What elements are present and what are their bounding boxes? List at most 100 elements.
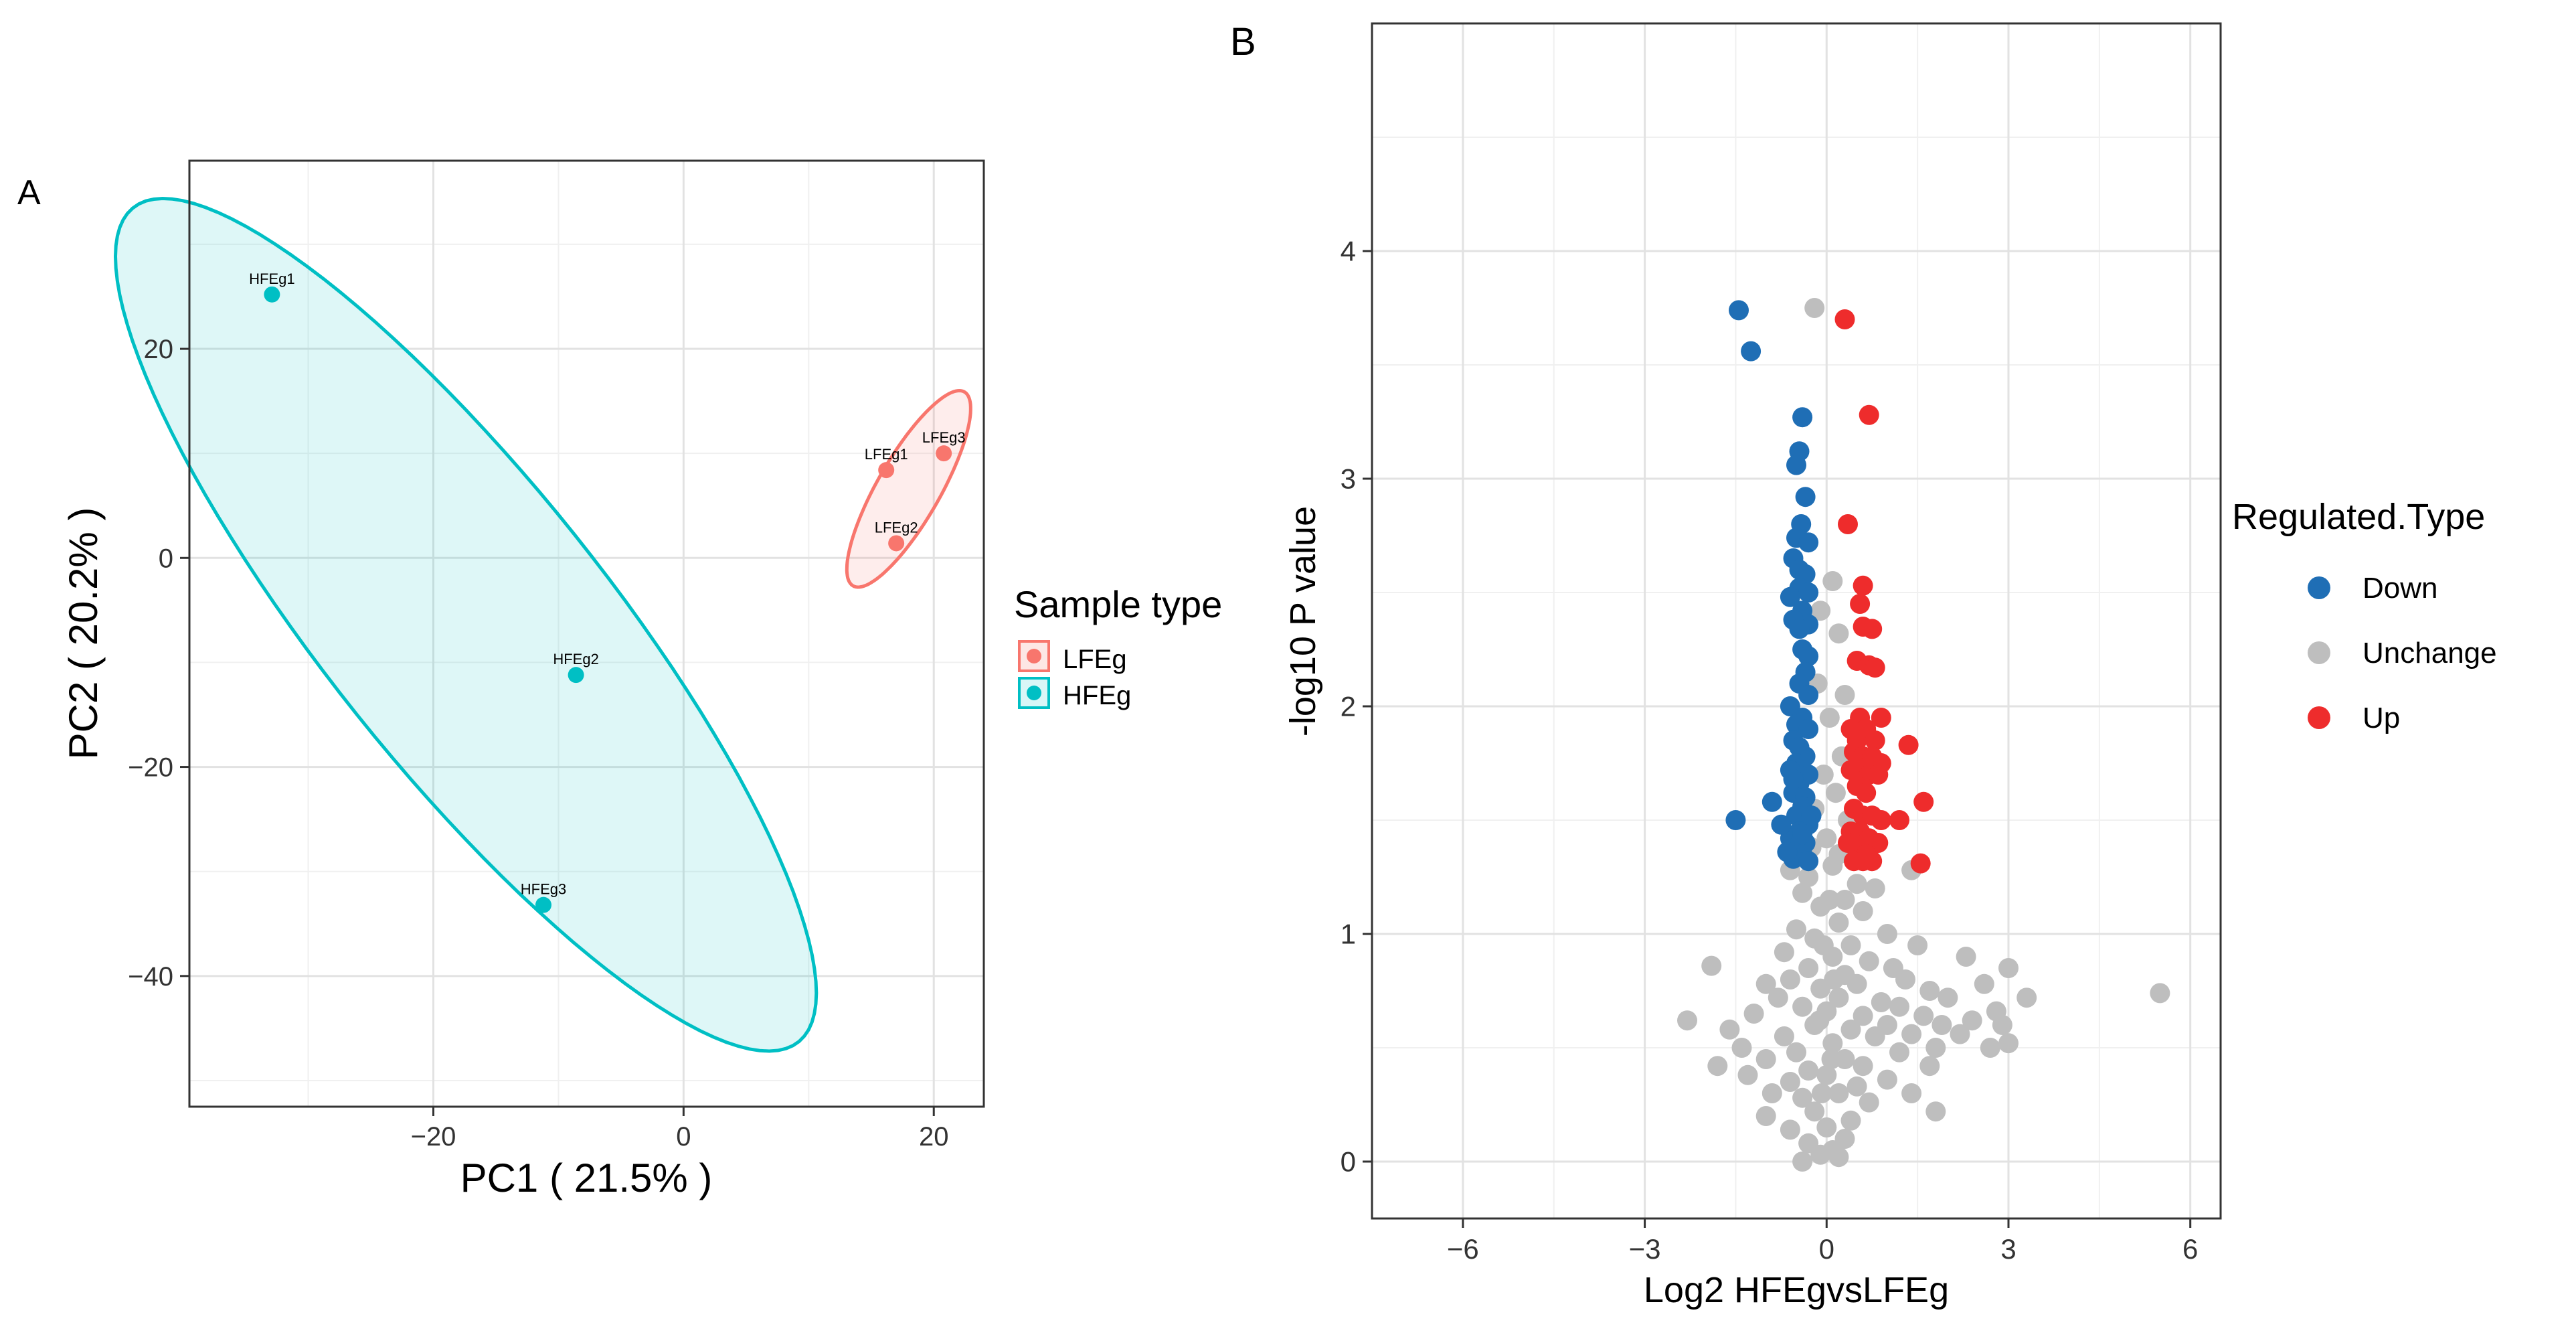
volcano-point-unchange [1956,947,1976,967]
volcano-point-down [1725,810,1746,830]
volcano-point-unchange [1774,1026,1794,1046]
pca-legend-label-lfeg: LFEg [1063,645,1127,674]
volcano-point-down [1780,586,1800,607]
volcano-point-unchange [1816,1117,1837,1137]
volcano-point-unchange [1859,1092,1879,1113]
volcano-point-unchange [1840,935,1861,955]
volcano-point-unchange [1731,1038,1752,1058]
volcano-point-unchange [1895,969,1915,990]
volcano-legend-item-unchange: Unchange [2308,637,2497,669]
volcano-point-unchange [1822,856,1843,876]
pca-point-lfeg1 [878,462,895,479]
volcano-point-unchange [1822,1033,1843,1054]
volcano-point-unchange [1792,1152,1813,1172]
volcano-point-down [1783,769,1804,789]
volcano-point-up [1868,765,1889,785]
volcano-legend-dot-down [2308,576,2330,599]
volcano-point-up [1838,514,1858,534]
volcano-point-unchange [1950,1024,1970,1044]
pca-point-hfeg2 [568,667,584,684]
volcano-point-unchange [1889,1042,1909,1062]
volcano-point-unchange [1919,981,1940,1001]
volcano-legend-dot-unchange [2308,641,2330,664]
volcano-points [1677,298,2170,1172]
volcano-point-unchange [1840,1019,1861,1040]
pca-axis-ticks: −20 0 20 −40 −20 0 20 [128,335,948,1152]
pca-ellipse-lfeg [845,388,972,589]
pca-point-label: HFEg2 [553,651,598,667]
volcano-point-unchange [1828,988,1849,1008]
volcano-point-unchange [1804,1101,1825,1122]
panel-a-label: A [17,173,41,212]
volcano-x-tick-label: −3 [1629,1233,1661,1265]
volcano-point-unchange [1980,1038,2000,1058]
volcano-point-unchange [1847,1076,1867,1097]
pca-legend-item-lfeg: LFEg [1018,640,1127,674]
volcano-y-tick-label: 2 [1341,691,1356,722]
volcano-point-unchange [1813,935,1834,955]
volcano-point-unchange [1822,571,1843,591]
volcano-point-unchange [1768,988,1788,1008]
volcano-point-unchange [1992,1015,2012,1035]
volcano-point-up [1889,810,1909,830]
pca-x-tick-label: −20 [411,1122,456,1152]
volcano-point-unchange [1821,1049,1842,1069]
volcano-y-tick-label: 1 [1341,919,1356,950]
volcano-point-down [1771,814,1792,835]
volcano-point-up [1910,853,1931,874]
volcano-point-unchange [1786,919,1806,940]
volcano-point-unchange [1871,992,1891,1012]
volcano-point-down [1798,719,1819,739]
volcano-point-unchange [1810,1144,1831,1165]
volcano-x-tick-label: 6 [2182,1233,2198,1265]
volcano-point-unchange [1907,935,1928,955]
volcano-legend-item-up: Up [2308,702,2400,734]
volcano-point-unchange [1780,1119,1800,1140]
volcano-axis-ticks: −6 −3 0 3 6 0 1 2 3 4 [1341,236,2199,1265]
volcano-point-unchange [1816,1064,1837,1085]
volcano-point-unchange [1701,955,1722,976]
volcano-point-unchange [1737,1064,1758,1085]
panel-b-label: B [1230,20,1256,64]
volcano-point-up [1834,309,1855,329]
pca-legend: Sample type LFEg HFEg [1014,583,1222,710]
volcano-point-unchange [1786,1042,1806,1062]
volcano-point-unchange [1847,973,1867,994]
volcano-point-up [1913,791,1934,812]
volcano-point-down [1792,823,1813,844]
volcano-panel: B −6 −3 0 3 6 0 1 2 3 4 Log2 HFEgvsLFEg -log10 P … [1230,20,2497,1310]
pca-legend-dot-hfeg [1027,686,1041,700]
volcano-x-axis-title: Log2 HFEgvsLFEg [1644,1270,1949,1310]
pca-point-hfeg1 [264,286,280,303]
volcano-y-tick-label: 0 [1341,1146,1356,1178]
volcano-point-down [1741,341,1762,362]
volcano-point-down [1798,582,1819,603]
volcano-point-unchange [1780,969,1800,990]
volcano-point-up [1850,594,1871,614]
pca-legend-label-hfeg: HFEg [1063,681,1131,710]
volcano-point-unchange [1962,1010,1982,1031]
volcano-point-unchange [1847,874,1867,894]
volcano-point-unchange [1798,958,1819,978]
volcano-point-up [1853,851,1873,872]
volcano-point-unchange [2016,988,2037,1008]
volcano-point-unchange [1810,601,1831,621]
volcano-point-unchange [1792,996,1813,1017]
volcano-y-tick-label: 4 [1341,236,1356,267]
volcano-point-down [1777,842,1798,862]
volcano-point-down [1798,532,1819,553]
volcano-point-unchange [1828,1147,1849,1168]
volcano-point-unchange [1804,298,1825,318]
pca-y-tick-label: 0 [159,544,173,573]
volcano-point-unchange [1762,1083,1782,1103]
pca-gridlines [189,161,984,1107]
volcano-point-unchange [1840,1110,1861,1131]
volcano-point-unchange [1931,1015,1952,1035]
volcano-point-unchange [1834,890,1855,910]
volcano-point-up [1865,657,1885,678]
pca-y-tick-label: −20 [128,753,173,783]
volcano-point-unchange [1828,623,1849,644]
pca-point-label: LFEg3 [922,429,966,446]
volcano-point-unchange [1774,942,1794,963]
volcano-point-down [1729,300,1749,321]
